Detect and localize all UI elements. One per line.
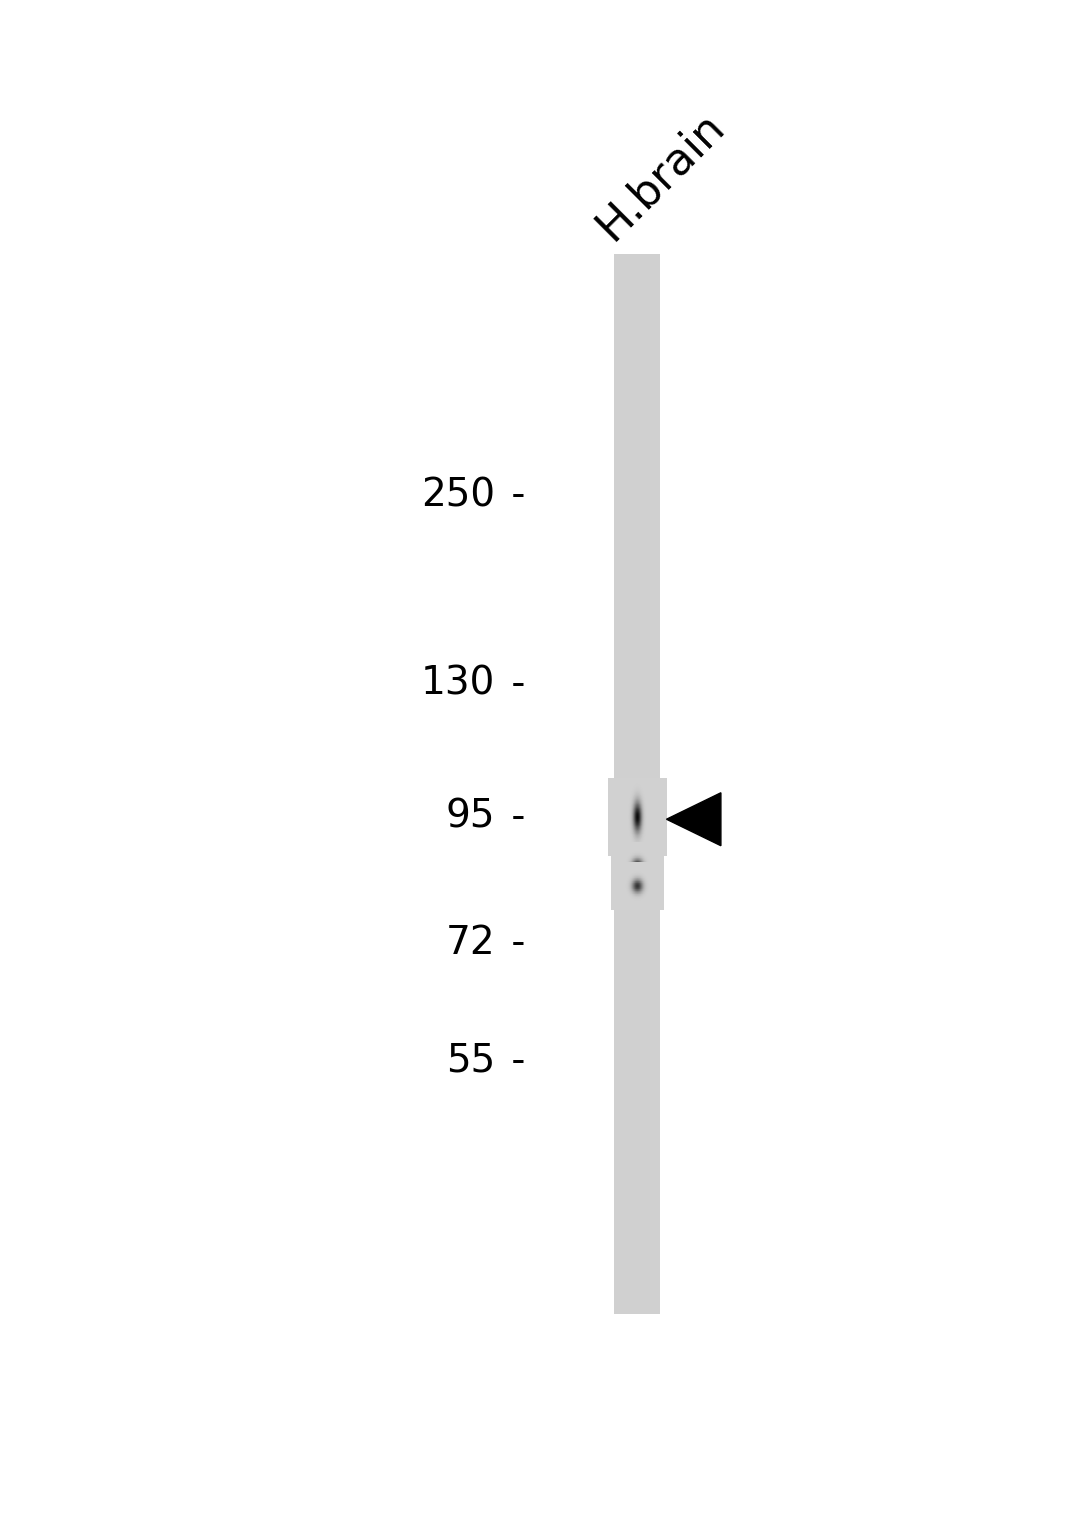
Text: 95: 95 (445, 798, 495, 836)
Text: 72: 72 (445, 924, 495, 962)
Text: 250: 250 (421, 477, 495, 514)
Text: -: - (499, 798, 526, 836)
Text: -: - (499, 665, 526, 703)
Polygon shape (666, 792, 721, 846)
Text: 130: 130 (420, 665, 495, 703)
Text: -: - (499, 924, 526, 962)
Text: 55: 55 (446, 1041, 495, 1079)
Text: H.brain: H.brain (588, 104, 732, 248)
Text: -: - (499, 477, 526, 514)
Bar (615, 254, 660, 1313)
Text: -: - (499, 1041, 526, 1079)
